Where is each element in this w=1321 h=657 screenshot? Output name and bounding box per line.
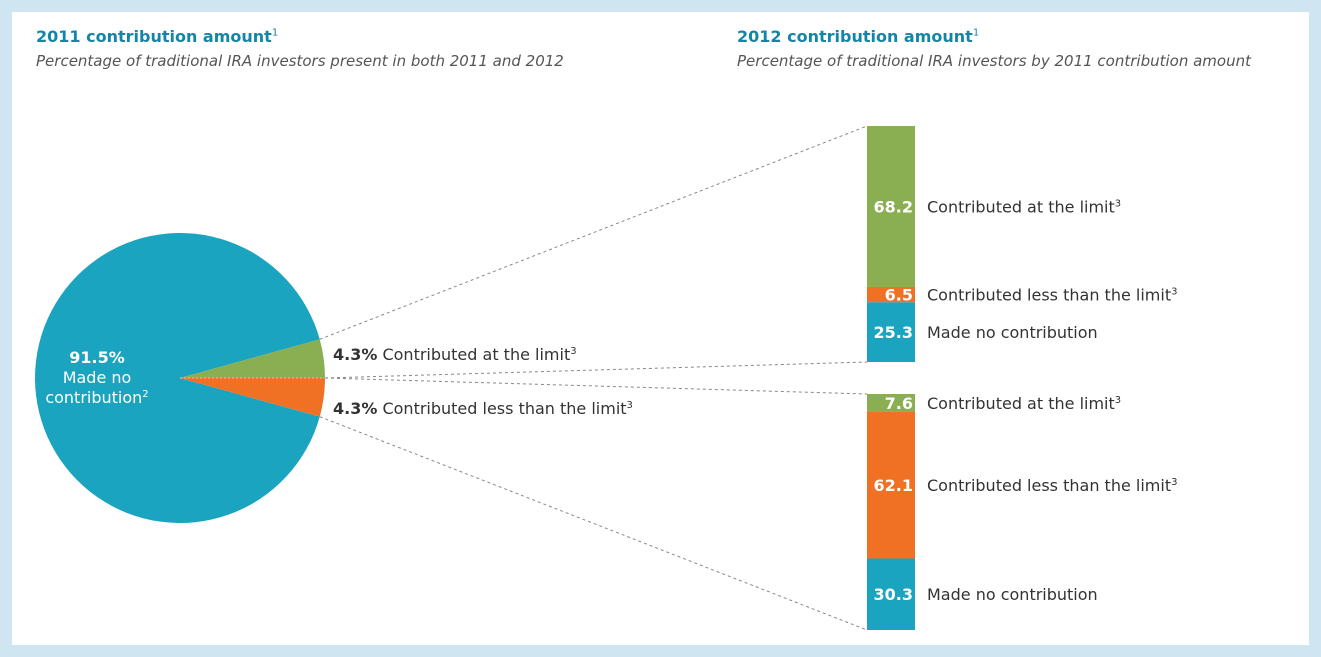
pie-label-at-limit: 4.3% Contributed at the limit3: [333, 345, 577, 364]
bar-1-label-3: Made no contribution: [927, 323, 1098, 342]
bar-1-segment-2: [867, 286, 915, 303]
bar-1-value-2: 6.5: [885, 286, 913, 305]
connector-line-4: [319, 416, 868, 631]
bar-2-value-2: 62.1: [874, 476, 913, 495]
bar-1-label-1: Contributed at the limit3: [927, 197, 1121, 216]
pie-slice-at-limit: [180, 339, 325, 378]
bar-1-segment-1: [867, 126, 915, 287]
bar-2-label-2: Contributed less than the limit3: [927, 476, 1177, 495]
connector-line-2: [324, 361, 868, 379]
bar-2-segment-1: [867, 394, 915, 412]
bar-2-segment-2: [867, 411, 915, 559]
left-subtitle: Percentage of traditional IRA investors …: [36, 52, 564, 70]
bar-2-value-3: 30.3: [874, 585, 913, 604]
bar-1-segment-3: [867, 302, 915, 362]
bar-2-segment-3: [867, 558, 915, 630]
pie-slice-no-contribution: [34, 232, 320, 523]
bar-2-value-1: 7.6: [885, 394, 913, 413]
bar-1-value-3: 25.3: [874, 323, 913, 342]
connector-line-3: [324, 377, 868, 395]
connector-line-1: [319, 125, 868, 340]
bar-2-label-3: Made no contribution: [927, 585, 1098, 604]
left-title: 2011 contribution amount1: [36, 27, 279, 46]
bar-1-value-1: 68.2: [874, 197, 913, 216]
pie-label-no-contribution: 91.5% Made no contribution2: [45, 348, 148, 407]
bar-2-label-1: Contributed at the limit3: [927, 394, 1121, 413]
bar-1-label-2: Contributed less than the limit3: [927, 286, 1177, 305]
right-title: 2012 contribution amount1: [737, 27, 980, 46]
pie-slice-less-than-limit: [180, 378, 325, 417]
pie-label-less-than-limit: 4.3% Contributed less than the limit3: [333, 399, 633, 418]
right-subtitle: Percentage of traditional IRA investors …: [737, 52, 1251, 70]
